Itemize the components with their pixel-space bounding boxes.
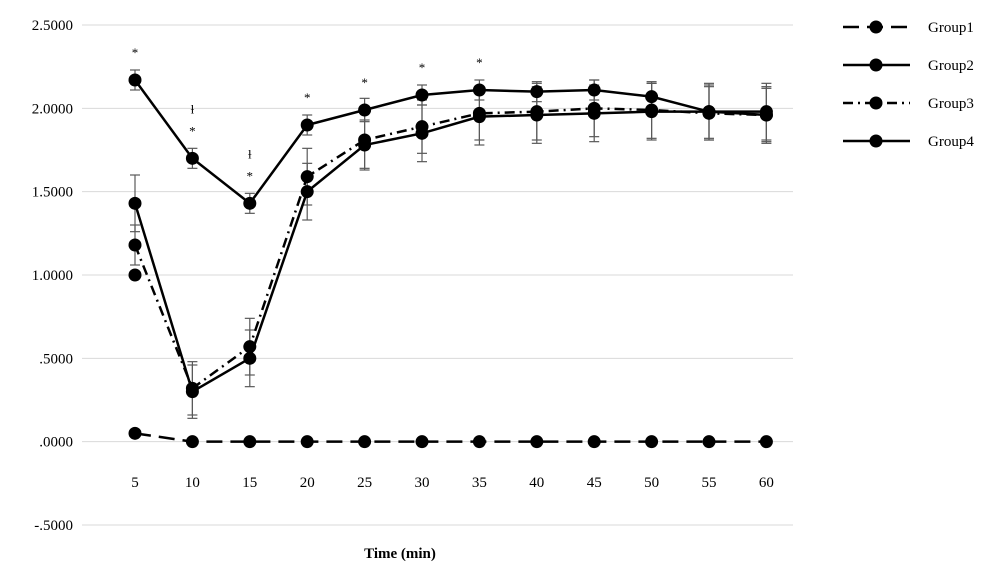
point-group1 [300, 435, 314, 449]
point-group1 [702, 435, 716, 449]
legend-marker [869, 20, 883, 34]
point-group4 [300, 185, 314, 199]
x-tick-label: 45 [587, 475, 602, 491]
point-group1 [185, 435, 199, 449]
point-group1-start [128, 268, 142, 282]
legend: Group1 Group2 Group3 Group4 [843, 20, 974, 150]
point-group1 [128, 426, 142, 440]
x-tick-label: 10 [185, 475, 200, 491]
point-group4 [702, 105, 716, 119]
legend-marker [869, 134, 883, 148]
legend-item-group1: Group1 [843, 20, 974, 36]
significance-mark: * [476, 55, 483, 70]
x-tick-label: 15 [242, 475, 257, 491]
point-group2 [472, 83, 486, 97]
point-group3 [128, 238, 142, 252]
legend-label: Group4 [928, 134, 974, 150]
x-tick-label: 25 [357, 475, 372, 491]
significance-mark: * [304, 90, 311, 105]
point-group1 [243, 435, 257, 449]
point-group1 [415, 435, 429, 449]
point-group1 [530, 435, 544, 449]
significance-mark: * [361, 75, 368, 90]
x-tick-label: 60 [759, 475, 774, 491]
point-group4 [128, 196, 142, 210]
significance-mark: * [247, 168, 254, 183]
gridlines [82, 24, 793, 526]
y-tick-label: 1.0000 [32, 268, 73, 284]
significance-mark: * [132, 45, 139, 60]
series-line-group4 [133, 110, 767, 394]
point-group2 [358, 103, 372, 117]
y-tick-label: 2.0000 [32, 101, 73, 117]
legend-label: Group3 [928, 96, 974, 112]
point-group1 [358, 435, 372, 449]
point-group2 [128, 73, 142, 87]
legend-marker [869, 58, 883, 72]
error-bars [130, 69, 772, 419]
point-group4 [472, 110, 486, 124]
x-tick-label: 5 [131, 475, 139, 491]
series-line-group3 [133, 107, 767, 391]
x-tick-label: 40 [529, 475, 544, 491]
x-axis-title: Time (min) [364, 546, 436, 562]
significance-mark: ƚ [248, 146, 252, 161]
y-axis-tick-labels: -.5000 .0000 .5000 1.0000 1.5000 2.0000 2.5000 [32, 18, 73, 534]
series-markers [128, 73, 773, 449]
point-group3 [243, 340, 257, 354]
significance-mark: * [419, 60, 426, 75]
point-group1 [645, 435, 659, 449]
point-group4 [759, 108, 773, 122]
y-tick-label: .0000 [39, 435, 73, 451]
y-tick-label: 1.5000 [32, 185, 73, 201]
legend-marker [869, 96, 883, 110]
point-group3 [300, 170, 314, 184]
point-group2 [645, 90, 659, 104]
x-tick-label: 50 [644, 475, 659, 491]
y-tick-label: .5000 [39, 351, 73, 367]
x-axis-tick-labels: 5 10 15 20 25 30 35 40 45 50 55 60 [131, 475, 774, 491]
point-group4 [645, 105, 659, 119]
x-tick-label: 30 [415, 475, 430, 491]
series-line-group2 [133, 79, 767, 206]
point-group2 [243, 196, 257, 210]
point-group4 [358, 138, 372, 152]
point-group2 [300, 118, 314, 132]
legend-item-group2: Group2 [843, 58, 974, 74]
point-group4 [530, 108, 544, 122]
y-tick-label: -.5000 [34, 518, 73, 534]
point-group2 [587, 83, 601, 97]
point-group1 [587, 435, 601, 449]
point-group4 [587, 106, 601, 120]
point-group2 [415, 88, 429, 102]
x-tick-label: 35 [472, 475, 487, 491]
series-line-group1 [134, 432, 767, 443]
legend-label: Group1 [928, 20, 974, 36]
point-group2 [185, 151, 199, 165]
legend-item-group4: Group4 [843, 134, 974, 150]
point-group4 [243, 351, 257, 365]
significance-mark: * [189, 123, 196, 138]
point-group2 [530, 85, 544, 99]
point-group1 [759, 435, 773, 449]
legend-label: Group2 [928, 58, 974, 74]
point-group4 [185, 385, 199, 399]
x-tick-label: 20 [300, 475, 315, 491]
series-lines [133, 79, 767, 443]
point-group4 [415, 126, 429, 140]
x-tick-label: 55 [702, 475, 717, 491]
significance-mark: ƚ [191, 101, 195, 116]
point-group1 [472, 435, 486, 449]
legend-item-group3: Group3 [843, 96, 974, 112]
y-tick-label: 2.5000 [32, 18, 73, 34]
significance-annotations: * * ƚ * ƚ * * * * [132, 45, 483, 183]
